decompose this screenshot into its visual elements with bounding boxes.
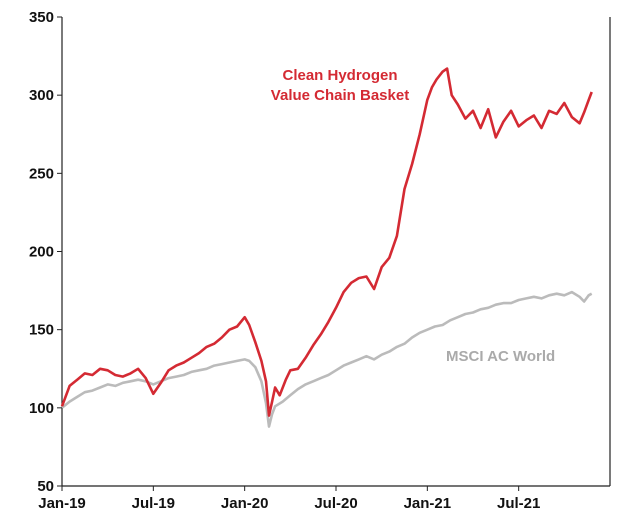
y-axis-ticks: 50 100 150 200 250 300 350: [29, 9, 62, 495]
series-line-clean-hydrogen: [60, 67, 593, 417]
x-tick-label: Jan-20: [221, 495, 269, 512]
series-label-hydrogen-line1: Clean Hydrogen: [282, 67, 397, 84]
series-label-msci: MSCI AC World: [446, 348, 555, 365]
series-line-msci-ac-world: [61, 290, 593, 428]
y-tick-label: 250: [29, 165, 54, 182]
x-tick-label: Jul-20: [314, 495, 357, 512]
y-tick-label: 300: [29, 87, 54, 104]
y-tick-label: 100: [29, 400, 54, 417]
x-tick-label: Jan-19: [38, 495, 86, 512]
y-tick-label: 50: [37, 478, 54, 495]
x-axis-ticks: Jan-19 Jul-19 Jan-20 Jul-20 Jan-21 Jul-21: [38, 486, 540, 512]
y-tick-label: 150: [29, 322, 54, 339]
x-tick-label: Jul-21: [497, 495, 540, 512]
x-tick-label: Jan-21: [404, 495, 452, 512]
x-tick-label: Jul-19: [132, 495, 175, 512]
series-layer: [60, 67, 593, 428]
y-tick-label: 200: [29, 244, 54, 261]
series-label-hydrogen-line2: Value Chain Basket: [271, 87, 409, 104]
y-tick-label: 350: [29, 9, 54, 26]
